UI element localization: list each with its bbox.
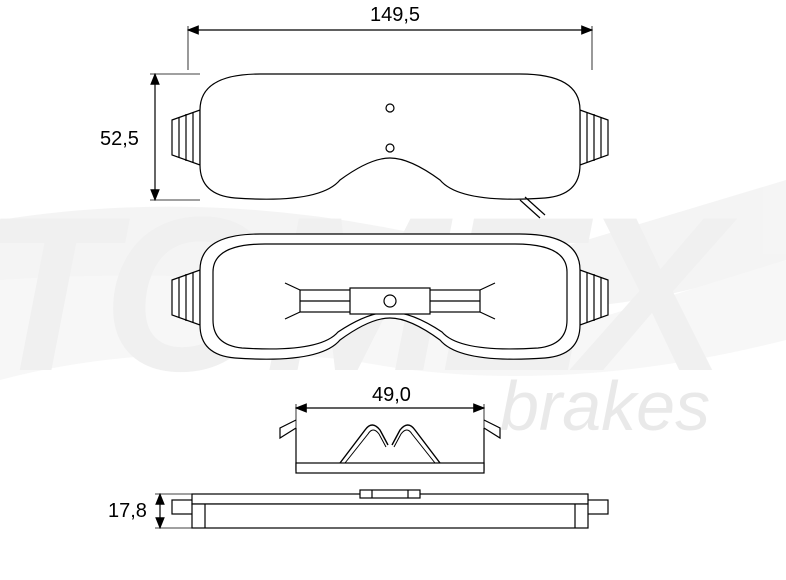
spring-clip xyxy=(280,420,500,473)
brake-pad-bottom-view xyxy=(172,234,608,359)
brake-pad-top-view xyxy=(172,74,608,218)
brake-pad-side-view xyxy=(172,490,608,528)
dim-clip-label: 49,0 xyxy=(372,384,411,407)
dim-height-label: 52,5 xyxy=(100,128,139,151)
technical-drawing xyxy=(0,0,786,580)
dim-width-label: 149,5 xyxy=(370,4,420,27)
dim-thick-label: 17,8 xyxy=(108,500,147,523)
